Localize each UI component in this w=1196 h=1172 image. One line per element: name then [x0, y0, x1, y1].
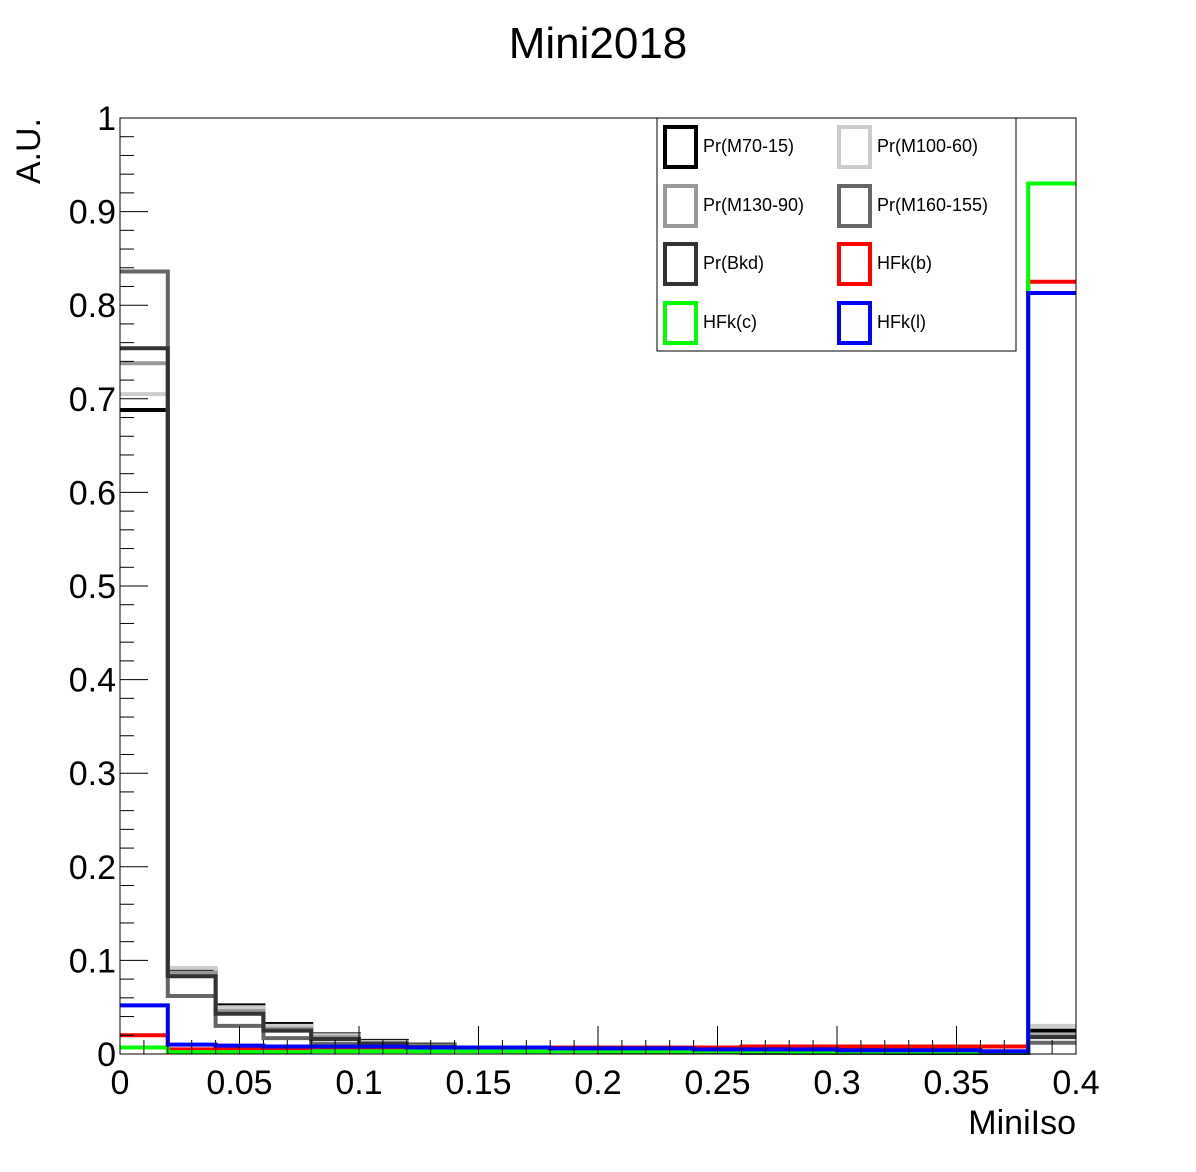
legend: Pr(M70-15) Pr(M100-60) Pr(M130-90) Pr(M160-…: [656, 117, 1017, 352]
y-tick-label: 0.9: [69, 194, 116, 232]
legend-label-hfk-b: HFk(b): [877, 253, 932, 273]
x-tick-label: 0.25: [684, 1064, 750, 1102]
legend-swatch-pr-m100-60: [837, 125, 872, 169]
legend-swatch-pr-m130-90: [663, 184, 698, 228]
legend-label-pr-m100-60: Pr(M100-60): [877, 136, 978, 156]
axes-layer: 0 0.05 0.1 0.15 0.2 0.25 0.3 0.35 0.4 0 0.1 0.2 0.3 0…: [69, 100, 1100, 1102]
legend-label-pr-bkd: Pr(Bkd): [703, 253, 764, 273]
legend-box: [656, 117, 1017, 352]
legend-label-hfk-c: HFk(c): [703, 312, 757, 332]
legend-label-pr-m160-155: Pr(M160-155): [877, 195, 988, 215]
legend-swatch-pr-bkd: [663, 242, 698, 286]
y-tick-label: 0.7: [69, 381, 116, 419]
x-tick-label: 0.05: [206, 1064, 272, 1102]
legend-swatch-pr-m160-155: [837, 184, 872, 228]
y-tick-label: 0.6: [69, 474, 116, 512]
chart-title: Mini2018: [509, 19, 688, 68]
legend-label-pr-m130-90: Pr(M130-90): [703, 195, 804, 215]
y-tick-label: 0.3: [69, 755, 116, 793]
y-axis-title: A.U.: [10, 118, 48, 184]
x-tick-label: 0.3: [813, 1064, 860, 1102]
x-tick-label: 0: [111, 1064, 130, 1102]
y-tick-label: 0.2: [69, 849, 116, 887]
x-tick-label: 0.4: [1052, 1064, 1099, 1102]
x-tick-label: 0.1: [335, 1064, 382, 1102]
x-tick-label: 0.35: [923, 1064, 989, 1102]
x-axis-title: MiniIso: [968, 1104, 1076, 1142]
legend-swatch-hfk-l: [837, 301, 872, 345]
y-tick-label: 0.5: [69, 568, 116, 606]
y-tick-label: 0: [97, 1036, 116, 1074]
legend-label-pr-m70-15: Pr(M70-15): [703, 136, 794, 156]
legend-swatch-hfk-c: [663, 301, 698, 345]
y-tick-label: 0.4: [69, 662, 116, 700]
legend-swatch-pr-m70-15: [663, 125, 698, 169]
x-tick-label: 0.15: [445, 1064, 511, 1102]
x-tick-label: 0.2: [574, 1064, 621, 1102]
y-tick-label: 0.1: [69, 942, 116, 980]
legend-swatch-hfk-b: [837, 242, 872, 286]
legend-label-hfk-l: HFk(l): [877, 312, 926, 332]
y-tick-label: 1: [97, 100, 116, 138]
y-tick-label: 0.8: [69, 287, 116, 325]
